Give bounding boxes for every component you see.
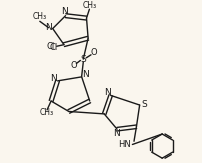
Text: O: O bbox=[90, 48, 97, 57]
Text: Cl: Cl bbox=[49, 43, 58, 52]
Text: CH₃: CH₃ bbox=[33, 12, 47, 21]
Text: N: N bbox=[82, 70, 89, 79]
Text: N: N bbox=[113, 129, 120, 138]
Text: N: N bbox=[104, 88, 110, 97]
Text: HN: HN bbox=[118, 140, 131, 148]
Text: O: O bbox=[70, 61, 77, 70]
Text: N: N bbox=[45, 23, 52, 32]
Text: Cl: Cl bbox=[47, 42, 55, 51]
Text: S: S bbox=[141, 100, 147, 109]
Text: N: N bbox=[51, 74, 57, 83]
Text: S: S bbox=[80, 55, 86, 64]
Text: N: N bbox=[61, 7, 68, 16]
Text: CH₃: CH₃ bbox=[82, 1, 97, 10]
Text: CH₃: CH₃ bbox=[40, 108, 54, 117]
